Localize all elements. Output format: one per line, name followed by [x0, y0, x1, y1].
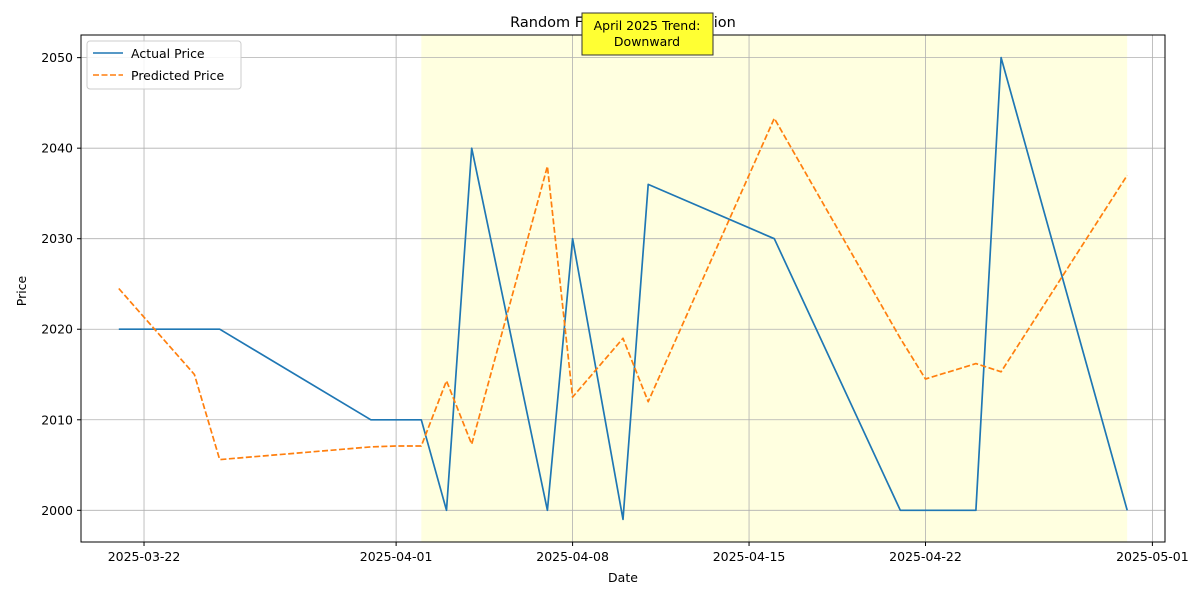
x-tick-label: 2025-03-22 — [108, 549, 181, 564]
april-highlight-band — [421, 35, 1128, 542]
y-tick-label: 2020 — [41, 322, 73, 337]
y-axis-label: Price — [14, 275, 29, 306]
legend-label-predicted: Predicted Price — [131, 68, 224, 83]
x-tick-label: 2025-04-15 — [713, 549, 786, 564]
x-axis-ticks: 2025-03-22 2025-04-01 2025-04-08 2025-04-15… — [108, 542, 1189, 564]
legend-label-actual: Actual Price — [131, 46, 205, 61]
x-tick-label: 2025-04-01 — [360, 549, 433, 564]
x-tick-label: 2025-04-22 — [889, 549, 962, 564]
legend-box — [86, 40, 242, 90]
y-tick-label: 2030 — [41, 231, 73, 246]
y-tick-label: 2050 — [41, 50, 73, 65]
x-tick-label: 2025-04-08 — [536, 549, 609, 564]
grid-lines — [81, 35, 1165, 542]
y-tick-label: 2040 — [41, 141, 73, 156]
legend: Actual Price Predicted Price — [86, 40, 242, 90]
trend-annotation: April 2025 Trend: Downward — [581, 12, 714, 56]
y-tick-label: 2010 — [41, 412, 73, 427]
actual-price-line — [118, 56, 1129, 521]
y-tick-label: 2000 — [41, 503, 73, 518]
predicted-price-line — [118, 117, 1128, 461]
y-axis-ticks: 2000 2010 2020 2030 2040 2050 — [41, 50, 81, 518]
annotation-line-1: April 2025 Trend: — [594, 18, 701, 33]
annotation-box — [581, 12, 714, 56]
annotation-line-2: Downward — [614, 34, 680, 49]
x-tick-label: 2025-05-01 — [1116, 549, 1189, 564]
highlight-band-rect — [421, 35, 1128, 542]
x-axis-label: Date — [608, 570, 638, 585]
series-lines — [118, 56, 1129, 521]
